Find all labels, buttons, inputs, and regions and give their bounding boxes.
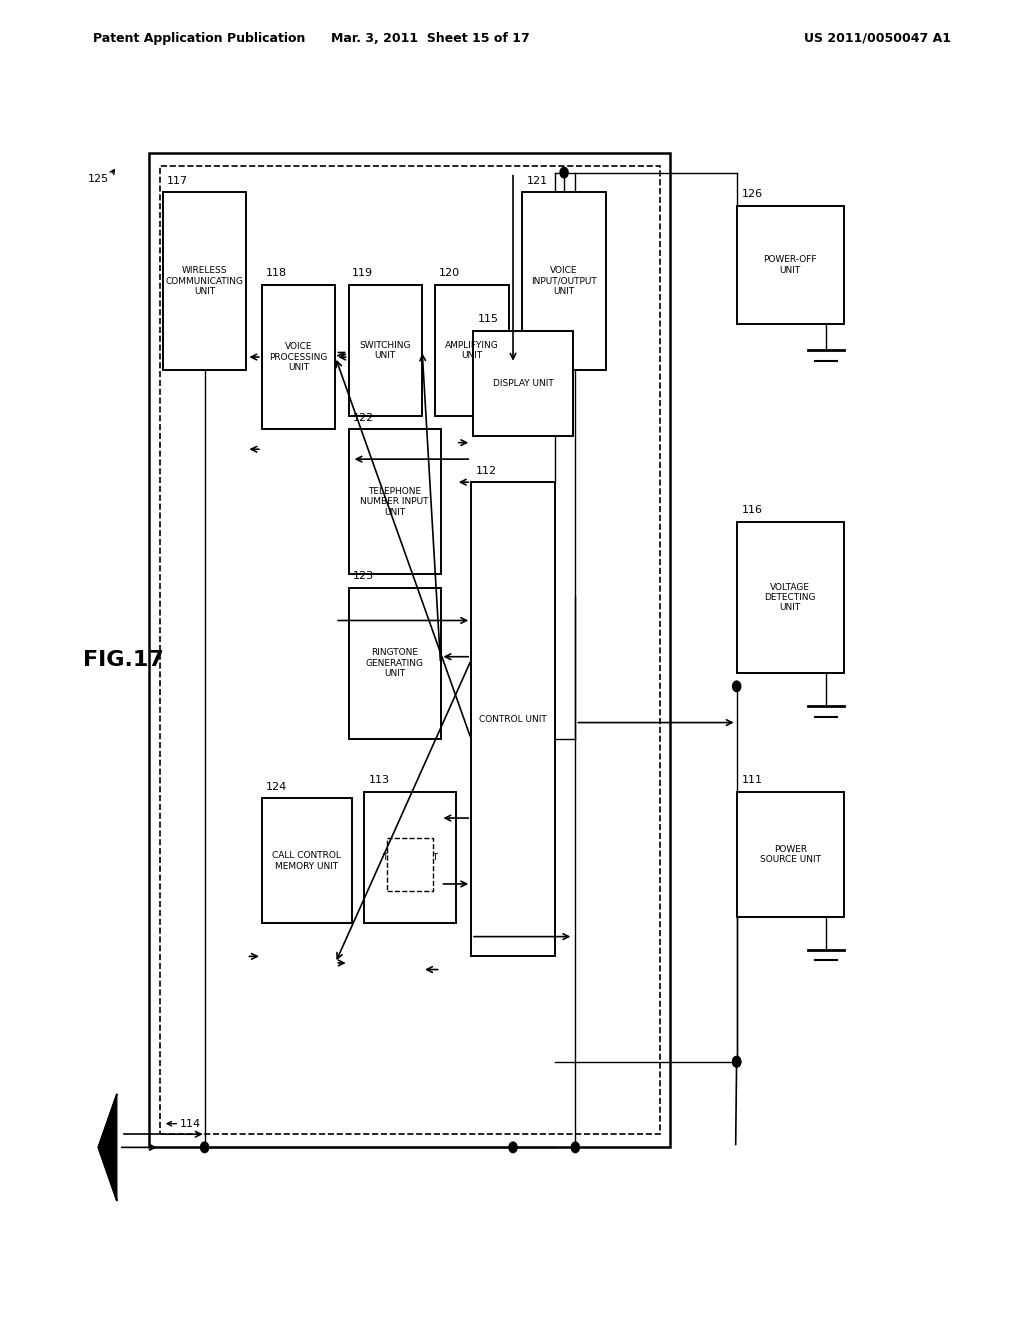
Text: 111: 111 xyxy=(742,775,763,785)
Text: VOICE
PROCESSING
UNIT: VOICE PROCESSING UNIT xyxy=(269,342,328,372)
Bar xyxy=(387,838,433,891)
Text: FIG.17: FIG.17 xyxy=(83,649,164,671)
Text: 126: 126 xyxy=(742,189,763,199)
Text: 118: 118 xyxy=(265,268,287,279)
Text: POWER
SOURCE UNIT: POWER SOURCE UNIT xyxy=(760,845,821,865)
Text: Patent Application Publication: Patent Application Publication xyxy=(93,32,306,45)
Text: 112: 112 xyxy=(475,466,497,475)
Bar xyxy=(364,792,456,924)
Text: CALL CONTROL
MEMORY UNIT: CALL CONTROL MEMORY UNIT xyxy=(272,851,341,871)
Text: SWITCHING
UNIT: SWITCHING UNIT xyxy=(359,341,411,360)
Text: AMPLIFYING
UNIT: AMPLIFYING UNIT xyxy=(445,341,499,360)
Text: 114: 114 xyxy=(180,1118,202,1129)
Bar xyxy=(160,166,660,1134)
Text: 121: 121 xyxy=(526,176,548,186)
Bar xyxy=(262,799,351,924)
Text: 123: 123 xyxy=(353,572,375,581)
Bar xyxy=(150,153,671,1147)
Text: 117: 117 xyxy=(167,176,188,186)
Bar xyxy=(736,206,844,325)
Text: TELEPHONE
NUMBER INPUT
UNIT: TELEPHONE NUMBER INPUT UNIT xyxy=(360,487,429,517)
Bar xyxy=(736,521,844,673)
Text: TIMING UNIT: TIMING UNIT xyxy=(382,853,438,862)
Text: VOICE
INPUT/OUTPUT
UNIT: VOICE INPUT/OUTPUT UNIT xyxy=(531,267,597,296)
Text: 125: 125 xyxy=(87,174,109,185)
Text: 124: 124 xyxy=(266,781,288,792)
Circle shape xyxy=(732,1056,740,1067)
Text: POWER-OFF
UNIT: POWER-OFF UNIT xyxy=(764,255,817,275)
Circle shape xyxy=(509,1142,517,1152)
Circle shape xyxy=(571,1142,580,1152)
Circle shape xyxy=(732,1056,740,1067)
Polygon shape xyxy=(98,1094,117,1200)
Bar xyxy=(736,792,844,917)
Text: CONTROL UNIT: CONTROL UNIT xyxy=(479,714,547,723)
Text: Mar. 3, 2011  Sheet 15 of 17: Mar. 3, 2011 Sheet 15 of 17 xyxy=(331,32,529,45)
Text: RINGTONE
GENERATING
UNIT: RINGTONE GENERATING UNIT xyxy=(366,648,424,678)
Text: 119: 119 xyxy=(352,268,374,279)
Circle shape xyxy=(560,168,568,178)
Circle shape xyxy=(201,1142,209,1152)
Bar xyxy=(435,285,509,416)
Text: 113: 113 xyxy=(369,775,389,785)
Text: WIRELESS
COMMUNICATING
UNIT: WIRELESS COMMUNICATING UNIT xyxy=(166,267,244,296)
Bar xyxy=(473,331,573,436)
Text: DISPLAY UNIT: DISPLAY UNIT xyxy=(493,379,554,388)
Text: 110: 110 xyxy=(180,199,204,213)
Text: 122: 122 xyxy=(353,413,375,422)
Text: 116: 116 xyxy=(742,506,763,515)
Text: 115: 115 xyxy=(478,314,499,325)
Bar xyxy=(471,482,555,957)
Text: 120: 120 xyxy=(439,268,460,279)
Circle shape xyxy=(732,681,740,692)
Bar xyxy=(348,285,422,416)
Bar xyxy=(348,429,440,574)
Text: US 2011/0050047 A1: US 2011/0050047 A1 xyxy=(804,32,951,45)
Bar xyxy=(163,193,247,370)
Bar xyxy=(522,193,606,370)
Text: VOLTAGE
DETECTING
UNIT: VOLTAGE DETECTING UNIT xyxy=(765,582,816,612)
Bar xyxy=(262,285,335,429)
Bar xyxy=(348,587,440,739)
